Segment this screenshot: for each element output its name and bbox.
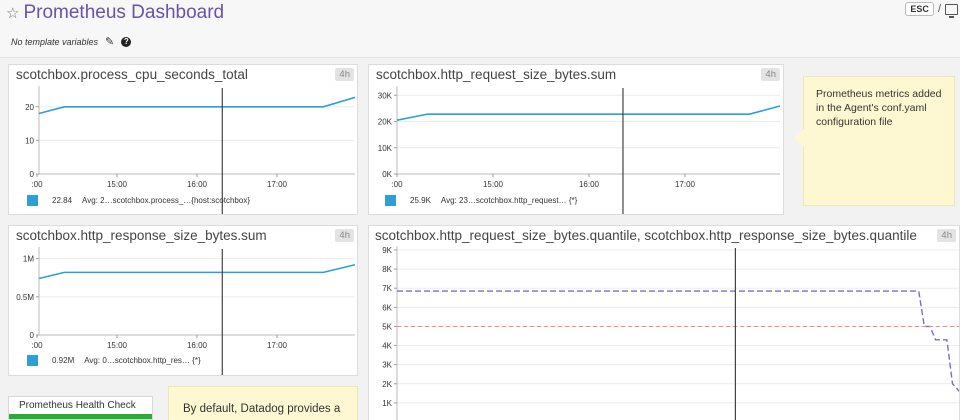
x-tick-label: 16:00 <box>187 341 208 350</box>
legend-avg: Avg: 0… <box>84 356 115 365</box>
cpu-seconds-widget[interactable]: 0 10 20 :00 15:00 16:00 17:00 scotchbox.proces… <box>8 64 358 215</box>
y-tick-label: 2K <box>382 380 392 389</box>
y-tick-label: 7K <box>382 284 392 293</box>
series-line <box>38 96 356 115</box>
y-tick-label: 1M <box>23 255 34 264</box>
default-checks-note: By default, Datadog provides a <box>168 386 358 420</box>
x-tick-label: :00 <box>31 341 43 350</box>
health-check-label: Prometheus Health Check <box>19 400 136 411</box>
series-line <box>38 263 356 280</box>
legend-swatch <box>27 355 38 366</box>
y-tick-label: 20 <box>25 103 34 112</box>
y-tick-label: 30K <box>378 91 393 100</box>
x-tick-label: 15:00 <box>483 180 504 189</box>
widget-title: scotchbox.http_request_size_bytes.quanti… <box>375 228 917 243</box>
widget-legend: 25.9K Avg: 23… scotchbox.http_request… {… <box>385 195 577 206</box>
y-tick-label: 20K <box>378 118 393 127</box>
quantile-series-line <box>397 290 959 393</box>
y-tick-label: 8K <box>382 265 392 274</box>
timeframe-badge: 4h <box>335 68 354 81</box>
page-title: Prometheus Dashboard <box>23 2 225 23</box>
y-tick-label: 1K <box>382 399 392 408</box>
widget-title: scotchbox.http_request_size_bytes.sum <box>376 67 617 82</box>
y-tick-label: 10K <box>378 144 393 153</box>
dashboard-header: ☆ Prometheus Dashboard ESC / No template… <box>0 0 960 58</box>
legend-avg: Avg: 23… <box>440 196 476 205</box>
favorite-star-icon[interactable]: ☆ <box>6 4 20 22</box>
x-tick-label: 15:00 <box>107 341 128 350</box>
y-tick-label: 10 <box>25 136 34 145</box>
header-controls: ESC / <box>905 2 958 18</box>
legend-avg: Avg: 2… <box>82 196 113 205</box>
template-variables-row: No template variables ✎ ? <box>11 35 132 48</box>
widget-legend: 22.84 Avg: 2… scotchbox.process_…{host:s… <box>27 195 250 206</box>
x-tick-label: 15:00 <box>107 180 128 189</box>
y-tick-label: 9K <box>382 246 392 255</box>
y-tick-label: 0.5M <box>16 293 34 302</box>
help-icon[interactable]: ? <box>121 36 132 47</box>
esc-button[interactable]: ESC <box>905 2 934 16</box>
x-tick-label: 16:00 <box>187 180 208 189</box>
legend-metric: scotchbox.http_res… {*} <box>114 356 201 365</box>
legend-value: 22.84 <box>52 196 73 205</box>
health-check-widget[interactable]: Prometheus Health Check <box>8 396 153 420</box>
legend-swatch <box>385 195 396 206</box>
request-size-sum-widget[interactable]: 0K 10K 20K 30K :00 15:00 16:00 17:00 scotchbox.… <box>368 64 784 215</box>
y-tick-label: 3K <box>382 361 392 370</box>
separator: / <box>937 3 941 15</box>
title-row: ☆ Prometheus Dashboard <box>6 2 224 24</box>
pencil-edit-icon[interactable]: ✎ <box>105 35 115 48</box>
metrics-note: Prometheus metrics added in the Agent's … <box>803 76 955 206</box>
note-text: By default, Datadog provides a <box>183 403 341 415</box>
request-size-sum-plot: 0K 10K 20K 30K :00 15:00 16:00 17:00 <box>378 86 781 214</box>
x-tick-label: :00 <box>391 180 403 189</box>
timeframe-badge: 4h <box>761 68 780 81</box>
health-check-status-bar <box>9 414 152 419</box>
x-tick-label: 17:00 <box>267 180 288 189</box>
timeframe-badge: 4h <box>335 229 354 242</box>
template-variables-label: No template variables <box>11 36 99 47</box>
y-tick-label: 6K <box>382 303 392 312</box>
cpu-seconds-plot: 0 10 20 :00 15:00 16:00 17:00 <box>25 86 356 214</box>
widget-legend: 0.92M Avg: 0… scotchbox.http_res… {*} <box>27 355 201 366</box>
legend-value: 25.9K <box>410 196 431 205</box>
legend-swatch <box>27 195 38 206</box>
response-size-sum-widget[interactable]: 0 0.5M 1M :00 15:00 16:00 17:00 scotchbox.http… <box>8 225 358 376</box>
x-tick-label: 17:00 <box>675 180 696 189</box>
widget-title: scotchbox.process_cpu_seconds_total <box>16 67 248 82</box>
quantile-plot: 1K 2K 3K 4K 5K 6K 7K 8K 9K <box>382 246 959 420</box>
widget-title: scotchbox.http_response_size_bytes.sum <box>16 228 267 243</box>
note-pointer <box>794 129 804 147</box>
tv-mode-monitor-icon[interactable] <box>945 3 958 18</box>
quantile-widget[interactable]: 1K 2K 3K 4K 5K 6K 7K 8K 9K scotchbox.http_reques… <box>368 225 960 420</box>
legend-value: 0.92M <box>52 356 75 365</box>
y-tick-label: 4K <box>382 342 392 351</box>
x-tick-label: :00 <box>31 180 43 189</box>
x-tick-label: 17:00 <box>267 341 288 350</box>
legend-metric: scotchbox.process_…{host:scotchbox} <box>112 196 250 205</box>
series-line <box>396 105 781 121</box>
response-size-sum-plot: 0 0.5M 1M :00 15:00 16:00 17:00 <box>16 247 356 375</box>
y-tick-label: 0K <box>382 170 392 179</box>
y-tick-label: 0 <box>30 331 35 340</box>
note-text: Prometheus metrics added in the Agent's … <box>816 88 942 128</box>
y-tick-label: 5K <box>382 322 392 331</box>
x-tick-label: 16:00 <box>579 180 600 189</box>
y-tick-label: 0 <box>30 170 35 179</box>
timeframe-badge: 4h <box>937 229 956 242</box>
legend-metric: scotchbox.http_request… {*} <box>475 196 578 205</box>
